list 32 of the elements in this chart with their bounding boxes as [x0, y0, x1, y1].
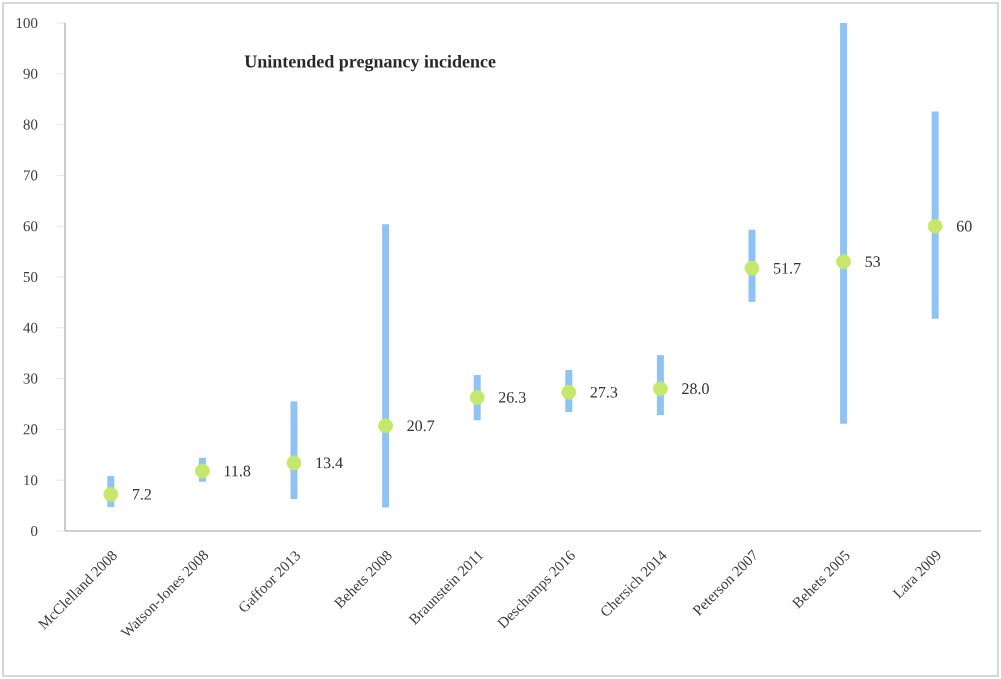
data-label: 60	[956, 220, 972, 232]
y-tick-label: 100	[16, 17, 38, 29]
point	[103, 487, 119, 502]
data-label: 20.7	[407, 420, 435, 432]
data-label: 28.0	[682, 383, 709, 395]
data-label: 27.3	[590, 386, 618, 398]
data-label: 53	[865, 256, 881, 268]
y-tick-label: 70	[23, 170, 38, 181]
point	[927, 218, 943, 234]
data-label: 7.2	[132, 488, 151, 500]
y-tick-label: 60	[23, 221, 38, 232]
y-tick-label: 10	[24, 475, 38, 486]
y-tick-label: 80	[23, 119, 38, 130]
point	[744, 260, 760, 276]
y-tick-label: 50	[23, 271, 38, 283]
data-label: 13.4	[316, 457, 343, 469]
point	[561, 384, 577, 400]
y-tick-label: 90	[23, 68, 38, 79]
data-label: 26.3	[498, 391, 526, 403]
data-label: 51.7	[774, 262, 801, 274]
y-tick-label: 30	[23, 373, 38, 384]
point	[195, 463, 210, 479]
text: Unintended pregnancy incidence	[244, 54, 496, 72]
y-tick-label: 20	[23, 424, 38, 435]
point	[836, 254, 851, 270]
point	[286, 455, 302, 471]
point	[378, 418, 393, 434]
point	[469, 389, 485, 405]
y-tick-label: 40	[23, 322, 38, 333]
y-tick-label: 0	[31, 525, 38, 537]
data-label: 11.8	[224, 465, 251, 477]
point	[653, 381, 668, 397]
